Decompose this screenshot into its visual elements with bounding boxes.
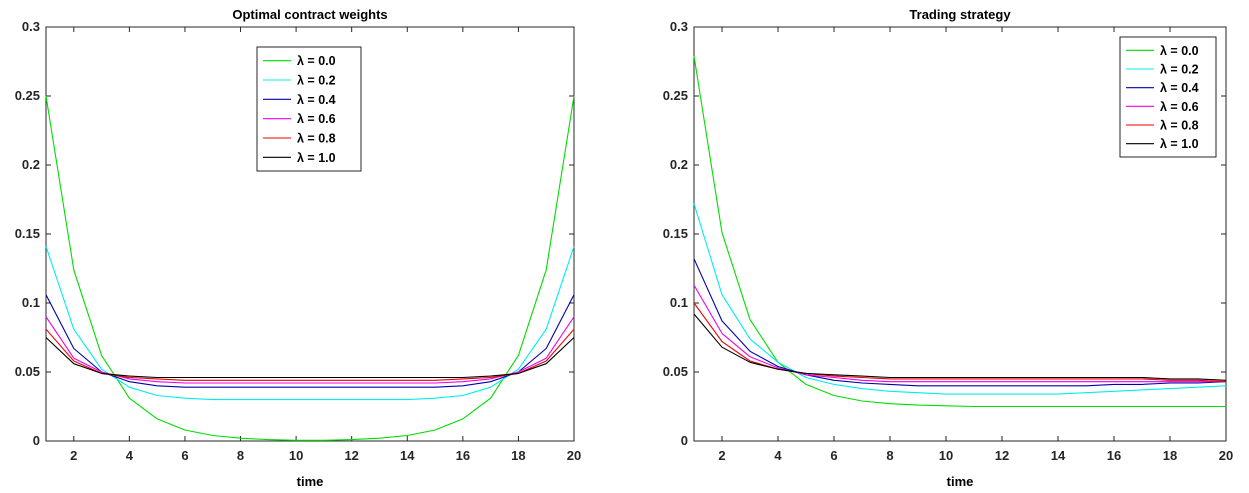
legend-box xyxy=(1119,36,1217,158)
y-tick-label: 0.2 xyxy=(670,157,688,172)
x-tick-label: 4 xyxy=(774,448,782,463)
legend-label: λ = 0.6 xyxy=(1160,100,1199,114)
x-tick-label: 12 xyxy=(344,448,358,463)
x-tick-label: 20 xyxy=(1219,448,1233,463)
series-line xyxy=(693,203,1227,395)
x-tick-label: 8 xyxy=(886,448,893,463)
x-tick-label: 18 xyxy=(1163,448,1177,463)
x-axis-label: time xyxy=(297,474,324,489)
x-tick-label: 10 xyxy=(939,448,953,463)
chart-title: Optimal contract weights xyxy=(232,7,387,22)
legend-label: λ = 0.8 xyxy=(297,132,336,146)
y-tick-label: 0.1 xyxy=(22,295,40,310)
y-tick-label: 0 xyxy=(681,433,688,448)
series-line xyxy=(45,328,575,381)
y-tick-label: 0.3 xyxy=(22,19,40,34)
legend-label: λ = 0.2 xyxy=(297,74,336,88)
y-tick-label: 0 xyxy=(33,433,40,448)
series-line xyxy=(693,55,1226,408)
series-line xyxy=(45,316,575,384)
series-line xyxy=(693,302,1227,383)
legend-label: λ = 0.4 xyxy=(297,93,336,107)
y-tick-label: 0.15 xyxy=(15,226,40,241)
x-tick-label: 12 xyxy=(995,448,1009,463)
y-tick-label: 0.15 xyxy=(663,226,688,241)
x-tick-label: 14 xyxy=(400,448,415,463)
y-tick-label: 0.3 xyxy=(670,19,688,34)
x-tick-label: 16 xyxy=(456,448,470,463)
chart-trading-strategy: Trading strategy time 2 4 6 8 10 12 14 16 18 20 0 0… xyxy=(663,7,1234,489)
x-tick-label: 10 xyxy=(289,448,303,463)
series-line xyxy=(45,246,575,401)
x-tick-label: 20 xyxy=(567,448,581,463)
x-tick-label: 18 xyxy=(511,448,525,463)
y-tick-label: 0.1 xyxy=(670,295,688,310)
y-tick-label: 0.25 xyxy=(663,88,688,103)
x-tick-label: 8 xyxy=(237,448,244,463)
chart-title: Trading strategy xyxy=(909,7,1011,22)
x-axis-label: time xyxy=(947,474,974,489)
y-tick-label: 0.05 xyxy=(663,364,688,379)
series-line xyxy=(693,258,1227,387)
series-line xyxy=(693,313,1227,381)
legend-label: λ = 0.8 xyxy=(1160,119,1199,133)
series-line xyxy=(45,337,575,379)
x-tick-label: 6 xyxy=(181,448,188,463)
chart-optimal-contract-weights: Optimal contract weights time 2 4 6 8 10 12 14… xyxy=(15,7,582,489)
series-line xyxy=(45,95,575,441)
legend-label: λ = 0.0 xyxy=(1160,44,1199,58)
legend: λ = 0.0 λ = 0.2 λ = 0.4 λ = 0.6 λ = 0.8 λ = 1… xyxy=(256,46,362,172)
x-tick-label: 6 xyxy=(830,448,837,463)
x-tick-label: 4 xyxy=(126,448,134,463)
legend-label: λ = 0.4 xyxy=(1160,81,1199,95)
y-tick-label: 0.05 xyxy=(15,364,40,379)
legend-label: λ = 0.6 xyxy=(297,112,336,126)
legend-box xyxy=(256,46,362,172)
x-tick-label: 14 xyxy=(1051,448,1066,463)
legend: λ = 0.0 λ = 0.2 λ = 0.4 λ = 0.6 λ = 0.8 λ = 1… xyxy=(1119,36,1217,158)
legend-label: λ = 1.0 xyxy=(1160,137,1199,151)
x-tick-label: 2 xyxy=(70,448,77,463)
y-tick-label: 0.2 xyxy=(22,157,40,172)
x-tick-label: 2 xyxy=(718,448,725,463)
legend-label: λ = 0.0 xyxy=(297,54,336,68)
x-tick-label: 16 xyxy=(1107,448,1121,463)
series-line xyxy=(693,284,1226,383)
legend-label: λ = 0.2 xyxy=(1160,63,1199,77)
y-tick-label: 0.25 xyxy=(15,88,40,103)
legend-label: λ = 1.0 xyxy=(297,151,336,165)
series-line xyxy=(45,294,575,388)
